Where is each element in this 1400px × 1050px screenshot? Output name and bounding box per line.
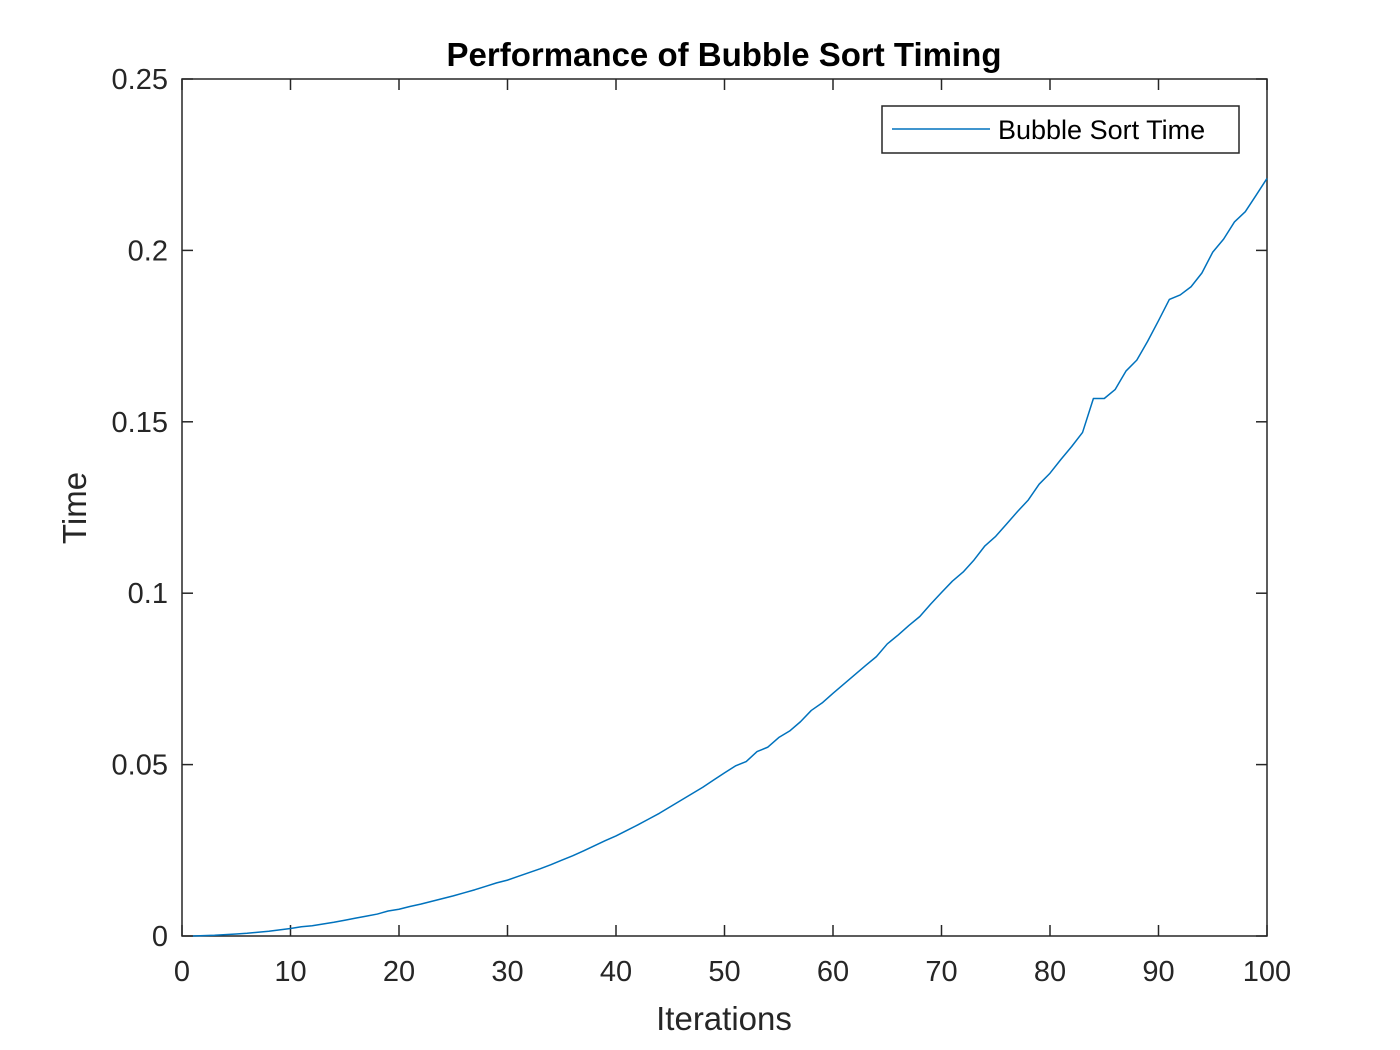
- x-tick-label: 80: [1034, 956, 1066, 988]
- legend-label: Bubble Sort Time: [998, 115, 1205, 145]
- x-axis-tick-labels: 0 10 20 30 40 50 60 70 80 90 100: [174, 956, 1291, 988]
- y-axis-label: Time: [56, 472, 93, 544]
- x-tick-label: 40: [600, 956, 632, 988]
- x-tick-label: 100: [1243, 956, 1291, 988]
- x-axis-label: Iterations: [656, 1000, 792, 1037]
- x-tick-label: 70: [925, 956, 957, 988]
- x-tick-label: 90: [1142, 956, 1174, 988]
- y-tick-label: 0.1: [128, 578, 168, 610]
- x-tick-label: 0: [174, 956, 190, 988]
- y-axis-ticks: [182, 78, 1267, 937]
- y-tick-label: 0.15: [112, 407, 168, 439]
- y-tick-label: 0.2: [128, 235, 168, 267]
- x-tick-label: 10: [274, 956, 306, 988]
- y-tick-label: 0.25: [112, 64, 168, 96]
- x-tick-label: 50: [708, 956, 740, 988]
- x-tick-label: 60: [817, 956, 849, 988]
- x-tick-label: 20: [383, 956, 415, 988]
- x-axis-ticks: [181, 79, 1268, 936]
- plot-area: 0 10 20 30 40 50 60 70 80 90 100 0 0.05 0.1 0.15 0.2 0.…: [112, 64, 1292, 988]
- y-axis-tick-labels: 0 0.05 0.1 0.15 0.2 0.25: [112, 64, 168, 953]
- y-tick-label: 0: [152, 921, 168, 953]
- legend[interactable]: Bubble Sort Time: [881, 105, 1240, 154]
- series-layer: [192, 178, 1268, 937]
- x-tick-label: 30: [491, 956, 523, 988]
- chart-title: Performance of Bubble Sort Timing: [447, 36, 1002, 73]
- series-line-bubble-sort-time: [192, 178, 1268, 937]
- y-tick-label: 0.05: [112, 750, 168, 782]
- axes-box: [181, 78, 1268, 937]
